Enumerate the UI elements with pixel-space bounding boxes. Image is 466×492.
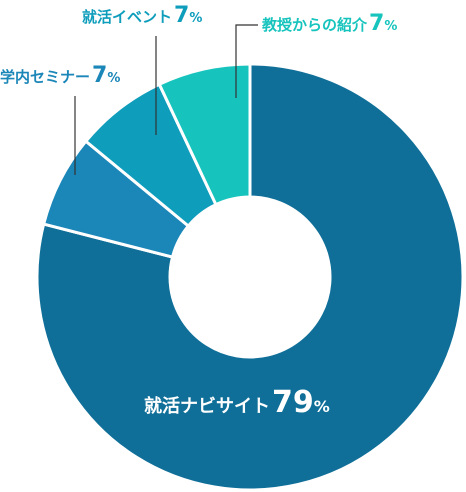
slice-label-value: 7 <box>369 11 384 36</box>
slice-label-value: 7 <box>92 63 107 88</box>
slice-label-1: 学内セミナー7% <box>0 63 120 88</box>
slice-label-0: 就活ナビサイト79% <box>144 385 330 420</box>
slice-label-unit: % <box>107 71 120 86</box>
slice-3 <box>157 62 252 207</box>
slice-label-name: 就活イベント <box>82 8 172 26</box>
slice-label-3: 教授からの紹介7% <box>261 11 397 36</box>
leader-line-3 <box>235 24 258 98</box>
slice-label-unit: % <box>384 19 397 34</box>
slices-group <box>35 62 465 492</box>
slice-label-value: 79 <box>272 385 314 420</box>
slice-label-unit: % <box>314 397 330 416</box>
slice-label-value: 7 <box>174 3 189 28</box>
slice-label-name: 学内セミナー <box>0 68 90 86</box>
slice-label-2: 就活イベント7% <box>82 3 202 28</box>
slice-label-name: 就活ナビサイト <box>144 395 270 417</box>
slice-0 <box>35 62 465 492</box>
labels-group: 就活ナビサイト79%学内セミナー7%就活イベント7% 教授からの紹介7% <box>0 3 397 420</box>
leader-lines-group <box>74 24 258 175</box>
slice-label-unit: % <box>189 11 202 26</box>
slice-label-name: 教授からの紹介 <box>261 16 368 34</box>
